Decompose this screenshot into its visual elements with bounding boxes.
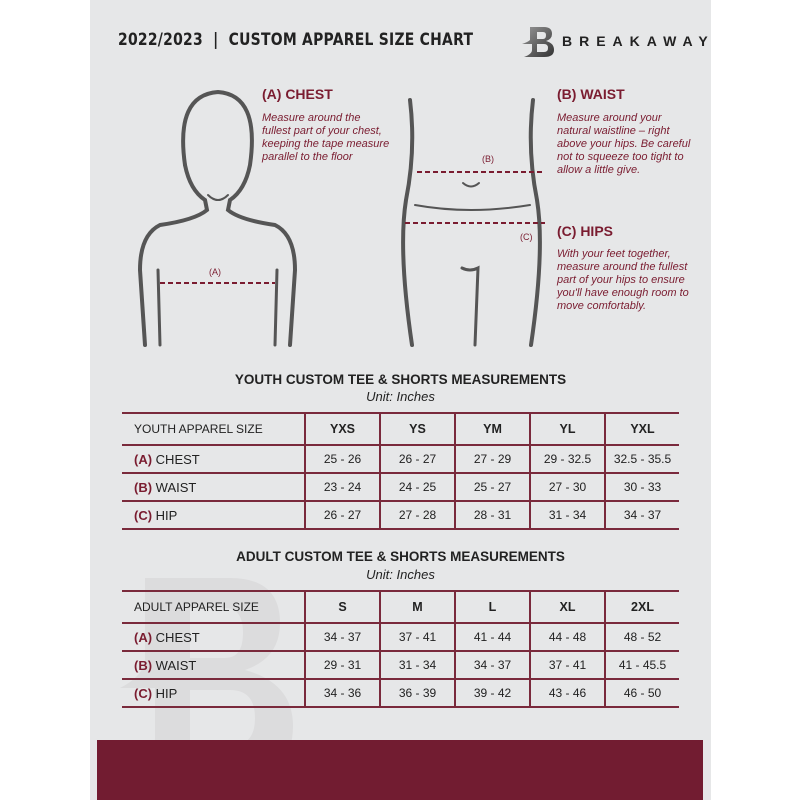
measurement-cell: 43 - 46 [529,679,605,708]
youth-size-table: YOUTH APPAREL SIZE YXS YS YM YL YXL (A) CHEST 2… [122,412,679,530]
row-name: WAIST [155,657,197,673]
measurement-cell: 34 - 37 [604,501,679,530]
measurement-cell: 27 - 30 [529,473,605,502]
header-cell: YL [529,412,605,446]
measurement-cell: 39 - 42 [454,679,530,708]
chest-marker: (A) [209,267,221,277]
measurement-cell: 32.5 - 35.5 [604,445,679,474]
size-chart-sheet: 2022/2023 | CUSTOM APPAREL SIZE CHART BR… [90,0,711,800]
measurement-cell: 31 - 34 [529,501,605,530]
row-label: (A) CHEST [122,623,305,652]
measurement-cell: 28 - 31 [454,501,530,530]
measurement-cell: 29 - 32.5 [529,445,605,474]
waist-description: Measure around your natural waistline – … [557,112,691,176]
brand-name: BREAKAWAY [562,33,711,49]
measurement-cell: 36 - 39 [379,679,455,708]
measurement-cell: 24 - 25 [379,473,455,502]
chest-description: Measure around the fullest part of your … [262,112,390,163]
footer-banner [97,740,703,800]
row-label: (C) HIP [122,679,305,708]
measurement-cell: 34 - 36 [304,679,380,708]
table-row: (A) CHEST 34 - 37 37 - 41 41 - 44 44 - 48 48 … [122,623,679,652]
header-cell: YS [379,412,455,446]
hip-marker: (C) [520,232,533,242]
measurement-cell: 26 - 27 [304,501,380,530]
table-row: (B) WAIST 29 - 31 31 - 34 34 - 37 37 - 41 41 … [122,651,679,680]
adult-table-title: ADULT CUSTOM TEE & SHORTS MEASUREMENTS [236,549,565,564]
row-letter: (C) [134,507,153,523]
waist-heading: (B) WAIST [557,86,625,102]
header-cell: S [304,590,380,624]
row-name: HIP [155,685,178,701]
youth-table-unit: Unit: Inches [366,389,435,404]
measurement-cell: 37 - 41 [529,651,605,680]
header-cell: M [379,590,455,624]
row-label: (B) WAIST [122,473,305,502]
measurement-cell: 29 - 31 [304,651,380,680]
chest-heading: (A) CHEST [262,86,333,102]
measurement-cell: 48 - 52 [604,623,679,652]
page-title: 2022/2023 | CUSTOM APPAREL SIZE CHART [118,30,474,50]
table-header-row: YOUTH APPAREL SIZE YXS YS YM YL YXL [122,412,679,446]
hips-description: With your feet together, measure around … [557,248,689,312]
measurement-cell: 23 - 24 [304,473,380,502]
youth-table-title: YOUTH CUSTOM TEE & SHORTS MEASUREMENTS [234,372,567,387]
measurement-cell: 34 - 37 [454,651,530,680]
waist-marker: (B) [482,154,494,164]
row-label: (B) WAIST [122,651,305,680]
row-letter: (C) [134,685,153,701]
header-cell: L [454,590,530,624]
measurement-cell: 27 - 29 [454,445,530,474]
measurement-cell: 44 - 48 [529,623,605,652]
table-row: (C) HIP 26 - 27 27 - 28 28 - 31 31 - 34 34 - … [122,501,679,530]
table-row: (A) CHEST 25 - 26 26 - 27 27 - 29 29 - 32.5 3… [122,445,679,474]
row-letter: (B) [134,657,153,673]
row-name: HIP [155,507,178,523]
measurement-cell: 41 - 44 [454,623,530,652]
row-letter: (A) [134,451,153,467]
adult-size-table: ADULT APPAREL SIZE S M L XL 2XL (A) CHEST 34 - … [122,590,679,708]
table-row: (C) HIP 34 - 36 36 - 39 39 - 42 43 - 46 46 - … [122,679,679,708]
measurement-cell: 41 - 45.5 [604,651,679,680]
row-label: (C) HIP [122,501,305,530]
header-cell: 2XL [604,590,679,624]
measurement-cell: 27 - 28 [379,501,455,530]
table-row: (B) WAIST 23 - 24 24 - 25 25 - 27 27 - 30 30 … [122,473,679,502]
row-letter: (A) [134,629,153,645]
hips-heading: (C) HIPS [557,223,613,239]
lower-body-figure [401,98,542,347]
measurement-cell: 30 - 33 [604,473,679,502]
header-cell: YXL [604,412,679,446]
adult-table-unit: Unit: Inches [366,567,435,582]
header-cell: YOUTH APPAREL SIZE [122,412,305,446]
breakaway-logo-icon [522,27,554,57]
row-letter: (B) [134,479,153,495]
row-label: (A) CHEST [122,445,305,474]
header-cell: YM [454,412,530,446]
measurement-cell: 25 - 26 [304,445,380,474]
row-name: WAIST [155,479,197,495]
header-cell: XL [529,590,605,624]
measurement-cell: 25 - 27 [454,473,530,502]
measurement-cell: 31 - 34 [379,651,455,680]
row-name: CHEST [155,451,200,467]
table-header-row: ADULT APPAREL SIZE S M L XL 2XL [122,590,679,624]
row-name: CHEST [155,629,200,645]
upper-body-figure [137,89,298,347]
measurement-cell: 46 - 50 [604,679,679,708]
measurement-cell: 34 - 37 [304,623,380,652]
measurement-figures [137,89,545,347]
header-cell: ADULT APPAREL SIZE [122,590,305,624]
header-cell: YXS [304,412,380,446]
measurement-cell: 37 - 41 [379,623,455,652]
measurement-cell: 26 - 27 [379,445,455,474]
